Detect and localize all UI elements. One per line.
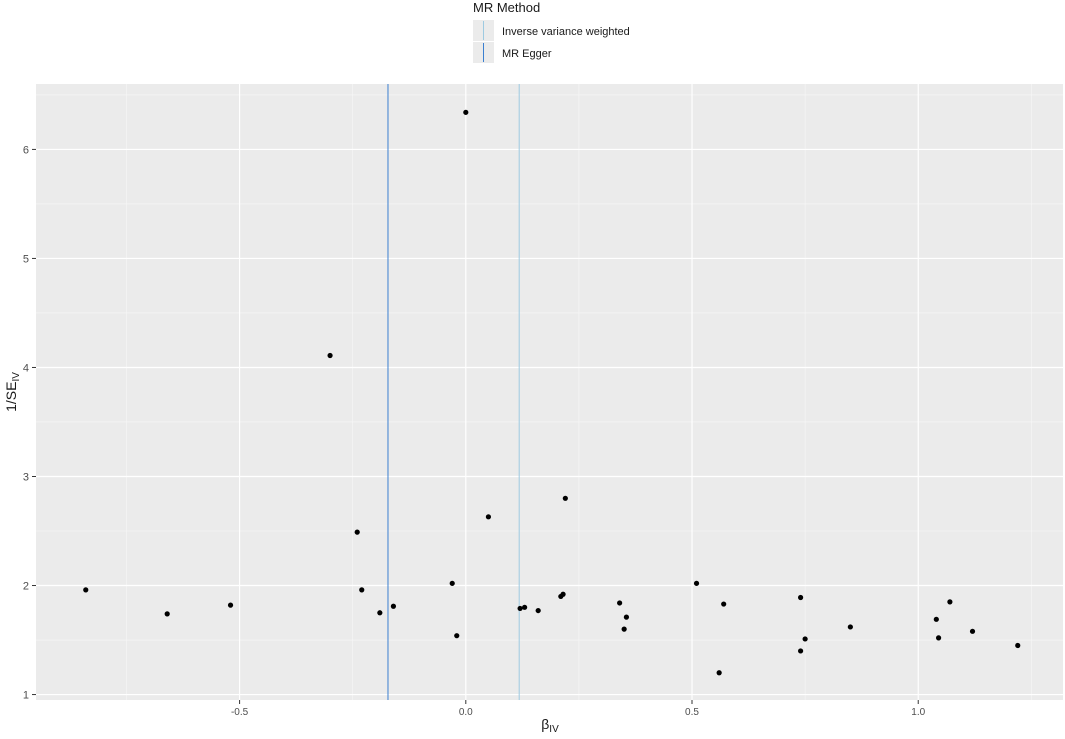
data-point bbox=[621, 626, 627, 632]
plot-panel bbox=[36, 84, 1063, 700]
data-point bbox=[847, 624, 853, 630]
data-point bbox=[802, 636, 808, 642]
data-point bbox=[1015, 642, 1021, 649]
y-tick-label: 6 bbox=[23, 144, 29, 156]
data-point bbox=[354, 529, 360, 535]
y-tick-label: 2 bbox=[23, 581, 29, 593]
data-point bbox=[83, 587, 89, 593]
y-tick-label: 4 bbox=[23, 362, 29, 374]
data-point bbox=[617, 600, 623, 606]
y-tick-label: 5 bbox=[23, 253, 29, 265]
y-axis-title-subscript: IV bbox=[11, 372, 22, 382]
y-axis-title: 1/SEIV bbox=[3, 372, 22, 412]
data-point bbox=[164, 611, 170, 617]
data-point bbox=[517, 605, 523, 612]
data-point bbox=[716, 670, 722, 676]
method-lines bbox=[387, 84, 520, 700]
data-point bbox=[797, 648, 804, 654]
data-point bbox=[454, 633, 460, 639]
x-tick-label: 1.0 bbox=[911, 707, 925, 718]
data-point bbox=[535, 607, 541, 614]
x-tick-label: 0.0 bbox=[459, 707, 473, 718]
legend: MR Method Inverse variance weighted MR E… bbox=[473, 0, 630, 63]
x-axis-title-main: β bbox=[541, 716, 549, 732]
legend-label-ivw: Inverse variance weighted bbox=[502, 26, 630, 38]
data-point bbox=[377, 610, 383, 616]
data-point bbox=[359, 587, 365, 593]
data-point bbox=[560, 591, 566, 597]
axes: -0.5 0.0 0.5 1.0 1 2 3 4 5 6 bbox=[23, 144, 926, 718]
data-point bbox=[933, 616, 939, 622]
data-point bbox=[947, 599, 953, 605]
data-point bbox=[721, 601, 727, 607]
x-axis-title-subscript: IV bbox=[549, 724, 559, 734]
data-point bbox=[485, 514, 492, 520]
data-points bbox=[83, 109, 1021, 676]
data-point bbox=[935, 635, 942, 641]
data-point bbox=[522, 604, 528, 610]
data-point bbox=[562, 495, 568, 501]
data-point bbox=[797, 594, 804, 601]
data-point bbox=[390, 603, 397, 609]
data-point bbox=[969, 628, 976, 634]
data-point bbox=[693, 580, 700, 586]
data-point bbox=[327, 352, 333, 359]
x-tick-label: -0.5 bbox=[231, 707, 249, 718]
y-tick-label: 3 bbox=[23, 471, 29, 483]
y-axis-title-main: 1/SE bbox=[3, 382, 19, 412]
data-point bbox=[227, 602, 234, 608]
x-tick-label: 0.5 bbox=[685, 707, 699, 718]
y-tick-label: 1 bbox=[23, 690, 29, 702]
legend-title: MR Method bbox=[473, 0, 540, 15]
data-point bbox=[463, 109, 469, 115]
grid-lines bbox=[36, 84, 1063, 700]
legend-label-egger: MR Egger bbox=[502, 48, 552, 60]
data-point bbox=[449, 580, 455, 586]
x-axis-title: βIV bbox=[541, 716, 559, 734]
data-point bbox=[623, 614, 630, 620]
